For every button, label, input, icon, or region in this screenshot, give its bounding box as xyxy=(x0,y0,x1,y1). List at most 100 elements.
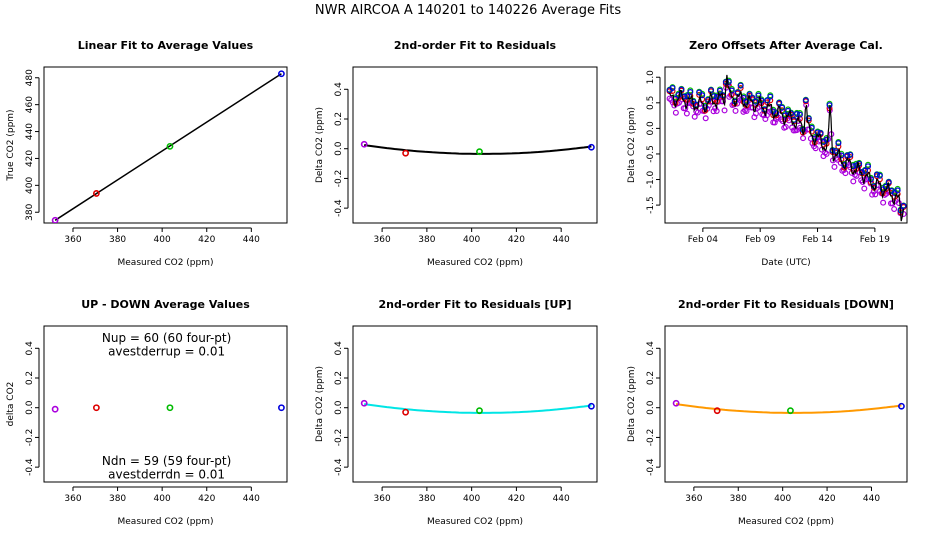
x-axis-label: Measured CO2 (ppm) xyxy=(427,517,523,527)
y-tick-label: 0.0 xyxy=(334,400,344,415)
x-tick-label: Feb 04 xyxy=(688,235,719,245)
data-point xyxy=(831,163,838,170)
x-tick-label: 360 xyxy=(374,494,391,504)
data-point xyxy=(802,97,809,104)
x-tick-label: 420 xyxy=(198,494,215,504)
data-point xyxy=(713,407,721,415)
data-point xyxy=(811,135,818,142)
data-point xyxy=(894,187,901,194)
x-tick-label: 400 xyxy=(154,235,171,245)
data-point xyxy=(476,148,483,156)
data-point xyxy=(800,135,807,142)
x-axis-label: Date (UTC) xyxy=(761,258,810,268)
y-tick-label: 460 xyxy=(25,96,35,113)
plot-frame xyxy=(352,325,598,483)
data-point xyxy=(853,172,860,179)
y-tick-label: 0.2 xyxy=(646,371,656,385)
data-point xyxy=(669,88,676,95)
y-tick-label: 380 xyxy=(25,203,35,220)
plot-frame xyxy=(664,66,908,224)
data-point xyxy=(708,87,715,94)
panel-title: UP - DOWN Average Values xyxy=(81,298,250,311)
y-axis-label: Delta CO2 (ppm) xyxy=(627,107,637,183)
data-point xyxy=(752,110,759,117)
data-point xyxy=(713,94,720,101)
y-tick-label: 0.4 xyxy=(334,82,344,97)
plot-frame xyxy=(664,325,908,483)
annotation: Ndn = 59 (59 four-pt) xyxy=(102,454,231,468)
data-point xyxy=(687,89,694,96)
x-tick-label: 420 xyxy=(508,494,525,504)
panel-title: 2nd-order Fit to Residuals xyxy=(394,39,557,52)
x-axis-label: Measured CO2 (ppm) xyxy=(118,517,214,527)
x-tick-label: 440 xyxy=(243,235,260,245)
x-tick-label: Feb 09 xyxy=(745,235,776,245)
data-point xyxy=(812,145,819,152)
x-tick-label: 440 xyxy=(553,235,570,245)
x-tick-label: 380 xyxy=(109,494,126,504)
x-tick-label: 420 xyxy=(198,235,215,245)
plot-area xyxy=(51,404,285,413)
data-point xyxy=(771,119,778,126)
data-point xyxy=(873,171,880,178)
x-tick-label: 440 xyxy=(553,494,570,504)
data-point xyxy=(743,99,750,106)
y-tick-label: 400 xyxy=(25,176,35,193)
plot-area xyxy=(360,140,595,157)
data-point xyxy=(872,191,879,198)
data-point xyxy=(166,404,174,412)
plot-area xyxy=(672,399,905,415)
y-tick-label: -0.2 xyxy=(334,170,344,188)
x-axis-label: Measured CO2 (ppm) xyxy=(738,517,834,527)
panel-title: 2nd-order Fit to Residuals [UP] xyxy=(378,298,571,311)
x-tick-label: 420 xyxy=(508,235,525,245)
data-point xyxy=(888,190,895,197)
y-axis-label: delta CO2 xyxy=(6,382,16,427)
data-point xyxy=(732,107,739,114)
data-point xyxy=(862,167,869,174)
data-point xyxy=(675,94,682,101)
data-point xyxy=(891,206,898,213)
y-tick-label: -0.4 xyxy=(334,199,344,217)
data-point xyxy=(672,109,679,116)
x-tick-label: 380 xyxy=(730,494,747,504)
data-point xyxy=(702,115,709,122)
mean-line xyxy=(669,74,905,222)
data-point xyxy=(737,85,744,92)
y-tick-label: 0.0 xyxy=(334,141,344,156)
data-point xyxy=(841,164,848,171)
data-point xyxy=(787,407,794,415)
y-tick-label: 0.4 xyxy=(334,341,344,356)
data-point xyxy=(737,82,744,89)
x-tick-label: 420 xyxy=(818,494,835,504)
data-point xyxy=(92,404,100,412)
data-point xyxy=(847,151,854,158)
x-tick-label: 400 xyxy=(774,494,791,504)
data-point xyxy=(278,404,285,412)
panel-title: 2nd-order Fit to Residuals [DOWN] xyxy=(678,298,894,311)
panel-updown: UP - DOWN Average Values 360 380 400 420 440 M… xyxy=(6,298,288,527)
data-point xyxy=(360,399,368,407)
y-tick-label: -1.5 xyxy=(646,196,656,214)
x-tick-label: Feb 19 xyxy=(860,235,891,245)
x-tick-label: 380 xyxy=(109,235,126,245)
data-point xyxy=(710,108,717,115)
plot-area xyxy=(360,399,595,416)
panel-title: Linear Fit to Average Values xyxy=(78,39,254,52)
data-point xyxy=(699,92,706,99)
y-tick-label: -0.4 xyxy=(646,458,656,476)
data-point xyxy=(764,97,771,104)
data-point xyxy=(743,107,750,114)
fit-line xyxy=(54,73,282,221)
y-axis-label: True CO2 (ppm) xyxy=(6,109,16,181)
data-point xyxy=(850,178,857,185)
data-point xyxy=(823,136,830,143)
y-tick-label: 480 xyxy=(25,69,35,86)
data-point xyxy=(740,108,747,115)
data-point xyxy=(793,111,800,118)
data-point xyxy=(728,87,735,94)
y-tick-label: 0.2 xyxy=(25,371,35,385)
x-tick-label: 360 xyxy=(374,235,391,245)
data-point xyxy=(755,92,762,99)
data-point xyxy=(882,186,889,193)
